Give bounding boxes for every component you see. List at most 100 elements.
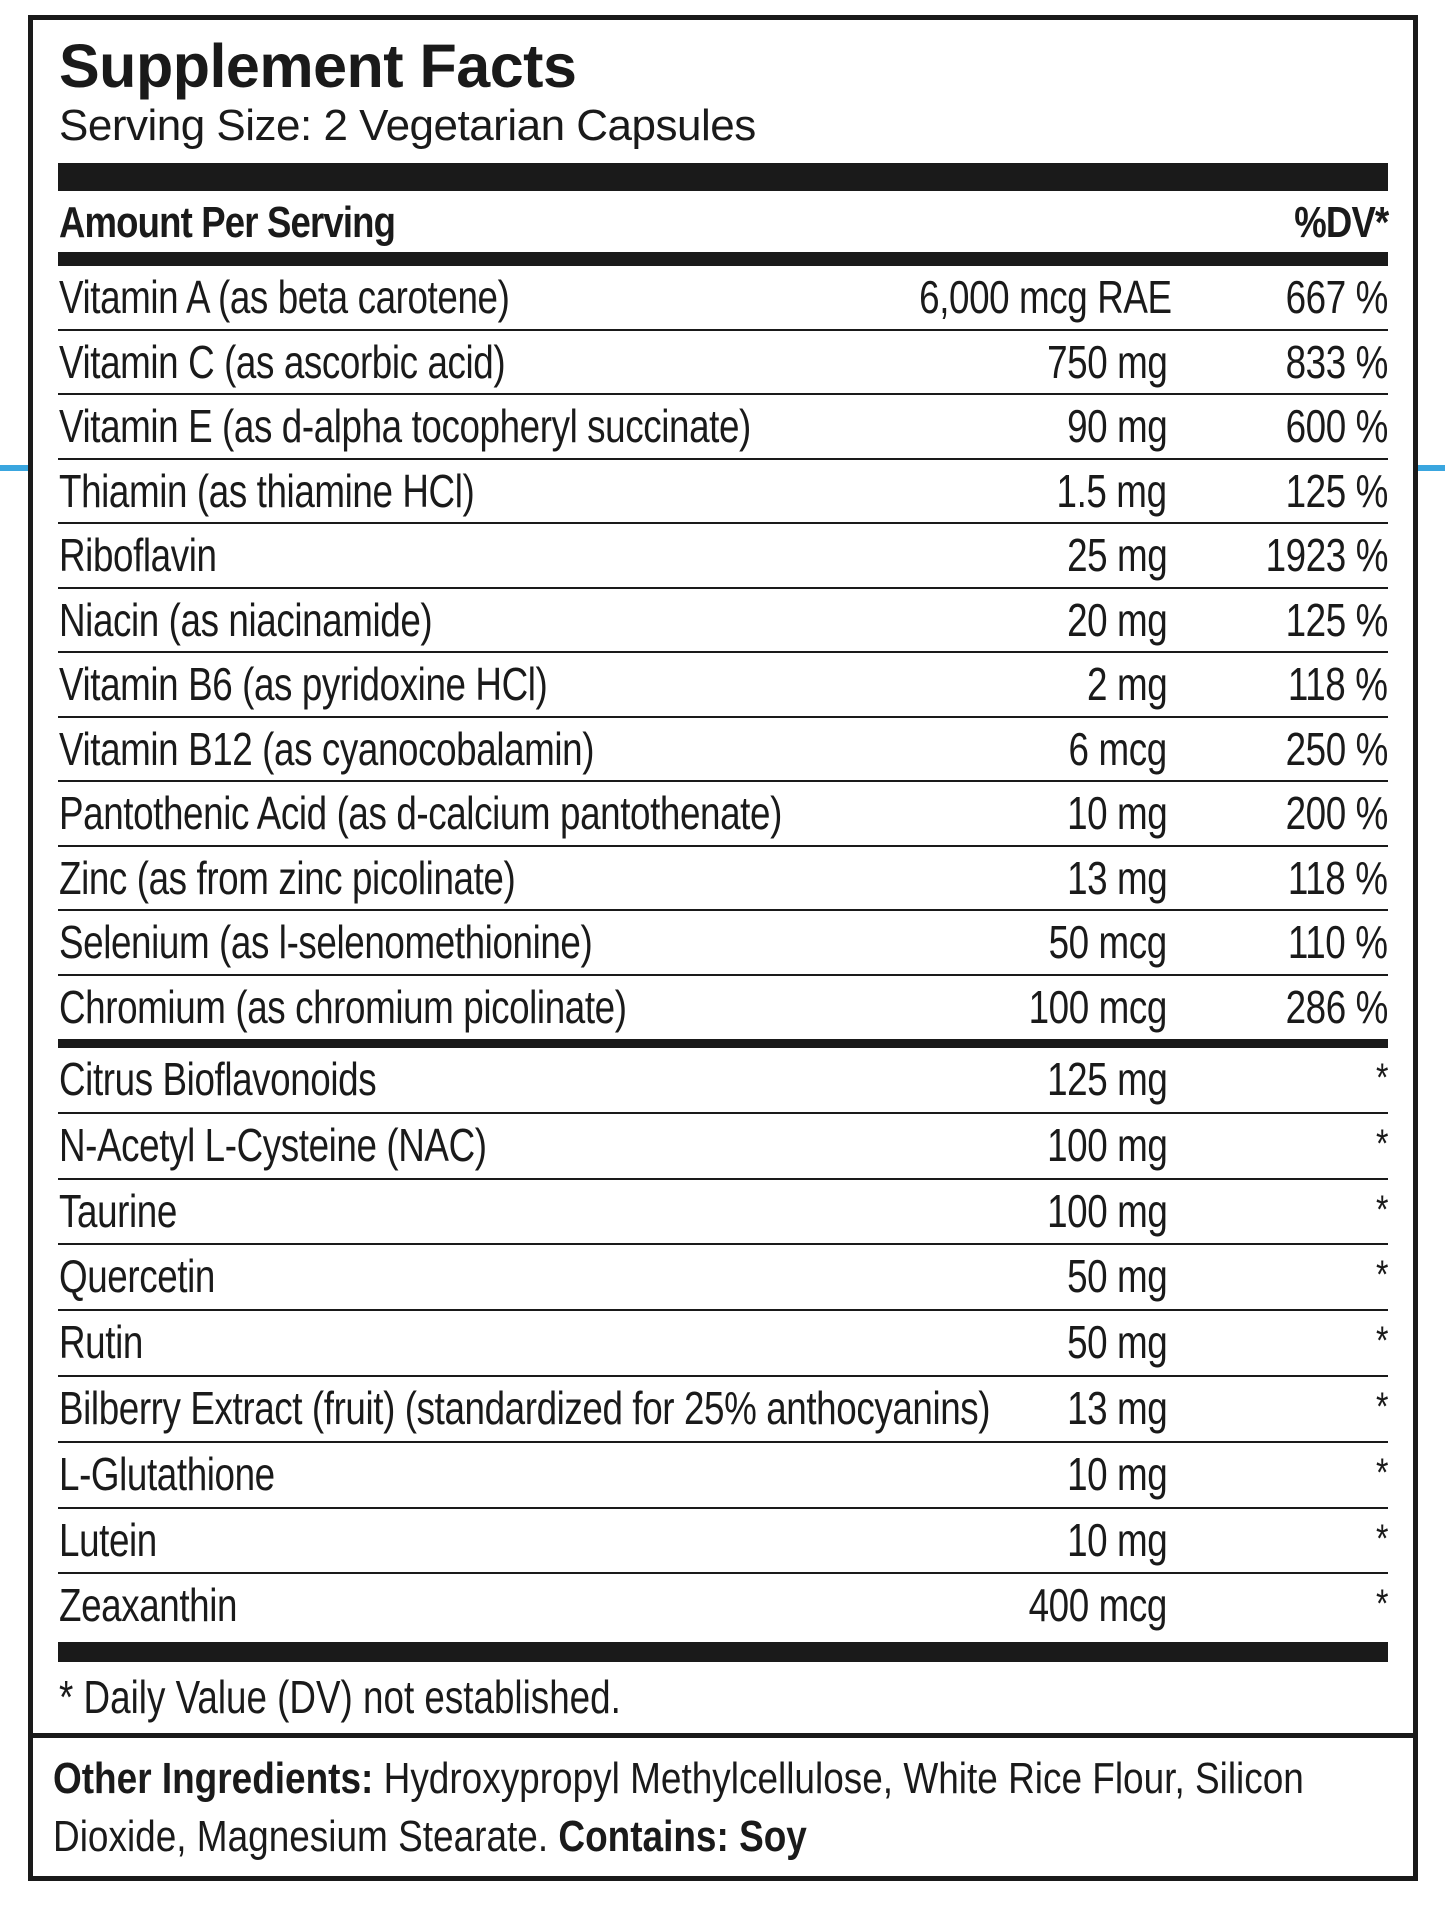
ingredient-name: Lutein [59,1513,157,1566]
nutrient-row: Vitamin A (as beta carotene) 6,000 mcg R… [58,266,1388,331]
ingredient-row: Quercetin 50 mg * [58,1245,1388,1312]
ingredient-name: Bilberry Extract (fruit) (standardized f… [59,1381,991,1434]
ingredient-dv: * [1375,1253,1388,1298]
nutrient-amount: 1.5 mg [1056,464,1168,517]
nutrient-name: Vitamin A (as beta carotene) [59,271,510,323]
nutrient-amount: 90 mg [1066,400,1168,452]
nutrient-name: Niacin (as niacinamide) [59,593,433,646]
nutrient-row: Riboflavin 25 mg 1923 % [58,524,1388,589]
ingredient-dv: * [1375,1582,1388,1627]
nutrient-name: Riboflavin [59,529,217,581]
ingredient-dv: * [1375,1450,1388,1495]
nutrient-row: Vitamin B6 (as pyridoxine HCl) 2 mg 118 … [58,653,1388,718]
ingredient-row: N-Acetyl L-Cysteine (NAC) 100 mg * [58,1114,1388,1180]
dv-label: %DV* [1293,198,1389,247]
ingredient-name: N-Acetyl L-Cysteine (NAC) [59,1118,487,1171]
ingredient-row: Rutin 50 mg * [58,1311,1388,1377]
other-ingredients-text: Hydroxypropyl Methylcellulose, White Ric… [53,1754,1304,1862]
nutrient-amount: 2 mg [1086,658,1168,710]
accent-line-left [0,465,28,471]
nutrient-dv: 1923 % [1265,529,1389,581]
ingredient-amount: 100 mg [1046,1118,1168,1171]
divider-medium [58,1039,1388,1048]
divider-thick [58,163,1388,191]
nutrient-dv: 250 % [1285,722,1389,775]
nutrient-amount: 100 mcg [1028,980,1168,1033]
other-actives-list: Citrus Bioflavonoids 125 mg * N-Acetyl L… [58,1048,1388,1640]
nutrient-amount: 6,000 mcg RAE [919,271,1172,323]
nutrient-dv: 833 % [1285,335,1389,388]
nutrient-dv: 667 % [1285,271,1389,323]
ingredient-dv: * [1375,1056,1388,1100]
nutrient-name: Vitamin C (as ascorbic acid) [59,335,506,388]
nutrient-name: Selenium (as l-selenomethionine) [59,916,593,968]
other-ingredients-label: Other Ingredients: [53,1754,374,1803]
nutrient-amount: 750 mg [1046,335,1168,388]
nutrient-dv: 600 % [1285,400,1389,452]
ingredient-dv: * [1375,1516,1388,1561]
nutrient-name: Vitamin B12 (as cyanocobalamin) [59,722,595,775]
nutrient-name: Vitamin E (as d-alpha tocopheryl succina… [59,400,751,452]
nutrient-dv: 125 % [1285,464,1389,517]
ingredient-dv: * [1375,1319,1388,1364]
ingredient-row: Citrus Bioflavonoids 125 mg * [58,1048,1388,1114]
nutrient-amount: 25 mg [1066,529,1168,581]
nutrient-row: Vitamin B12 (as cyanocobalamin) 6 mcg 25… [58,718,1389,782]
nutrient-row: Zinc (as from zinc picolinate) 13 mg 118… [58,847,1388,911]
nutrient-row: Vitamin E (as d-alpha tocopheryl succina… [58,395,1388,460]
ingredient-dv: * [1375,1384,1388,1429]
nutrient-row: Chromium (as chromium picolinate) 100 mc… [58,976,1388,1041]
nutrient-amount: 6 mcg [1068,722,1168,775]
serving-size: Serving Size: 2 Vegetarian Capsules [59,101,756,150]
vitamins-minerals-list: Vitamin A (as beta carotene) 6,000 mcg R… [58,266,1388,1040]
ingredient-name: Taurine [59,1184,177,1237]
ingredient-dv: * [1375,1121,1388,1166]
ingredient-amount: 400 mcg [1028,1579,1168,1632]
divider-thick [58,252,1388,266]
nutrient-amount: 13 mg [1066,851,1168,904]
ingredient-name: L-Glutathione [59,1447,275,1500]
supplement-facts-panel: Supplement Facts Serving Size: 2 Vegetar… [28,15,1418,1881]
nutrient-name: Chromium (as chromium picolinate) [59,980,627,1033]
ingredient-name: Rutin [59,1316,143,1369]
nutrient-dv: 118 % [1288,658,1388,710]
nutrient-amount: 50 mcg [1048,916,1168,968]
nutrient-amount: 10 mg [1066,787,1168,839]
contains-allergen: Contains: Soy [558,1812,807,1862]
nutrient-name: Vitamin B6 (as pyridoxine HCl) [59,658,548,710]
other-ingredients: Other Ingredients: Hydroxypropyl Methylc… [53,1750,1313,1866]
nutrient-row: Vitamin C (as ascorbic acid) 750 mg 833 … [58,331,1389,395]
ingredient-row: Taurine 100 mg * [58,1180,1388,1246]
ingredient-amount: 125 mg [1046,1053,1168,1105]
nutrient-dv: 125 % [1285,593,1389,646]
nutrient-name: Zinc (as from zinc picolinate) [59,851,516,904]
nutrient-dv: 110 % [1288,916,1388,968]
nutrient-name: Pantothenic Acid (as d-calcium pantothen… [59,787,782,839]
nutrient-dv: 118 % [1288,851,1388,904]
ingredient-row: Lutein 10 mg * [58,1509,1388,1575]
dv-footnote: * Daily Value (DV) not established. [59,1671,621,1723]
ingredient-row: Zeaxanthin 400 mcg * [58,1574,1388,1640]
nutrient-name: Thiamin (as thiamine HCl) [59,464,475,517]
ingredient-amount: 50 mg [1066,1250,1168,1303]
divider-thick [58,1642,1388,1662]
ingredient-row: Bilberry Extract (fruit) (standardized f… [58,1377,1388,1443]
ingredient-name: Zeaxanthin [59,1579,238,1632]
ingredient-amount: 13 mg [1066,1381,1168,1434]
table-header: Amount Per Serving %DV* [59,198,1389,250]
nutrient-row: Niacin (as niacinamide) 20 mg 125 % [58,589,1389,653]
nutrient-dv: 200 % [1285,787,1389,839]
amount-per-serving-label: Amount Per Serving [59,198,396,247]
ingredient-name: Quercetin [59,1250,215,1303]
label-title: Supplement Facts [59,32,577,100]
ingredient-name: Citrus Bioflavonoids [59,1053,377,1105]
nutrient-row: Pantothenic Acid (as d-calcium pantothen… [58,782,1388,847]
ingredient-amount: 100 mg [1046,1184,1168,1237]
nutrient-dv: 286 % [1285,980,1389,1033]
divider-full-width [33,1733,1413,1738]
ingredient-amount: 10 mg [1066,1513,1168,1566]
nutrient-amount: 20 mg [1066,593,1168,646]
ingredient-amount: 10 mg [1066,1447,1168,1500]
nutrient-row: Thiamin (as thiamine HCl) 1.5 mg 125 % [58,460,1389,524]
ingredient-row: L-Glutathione 10 mg * [58,1443,1388,1509]
